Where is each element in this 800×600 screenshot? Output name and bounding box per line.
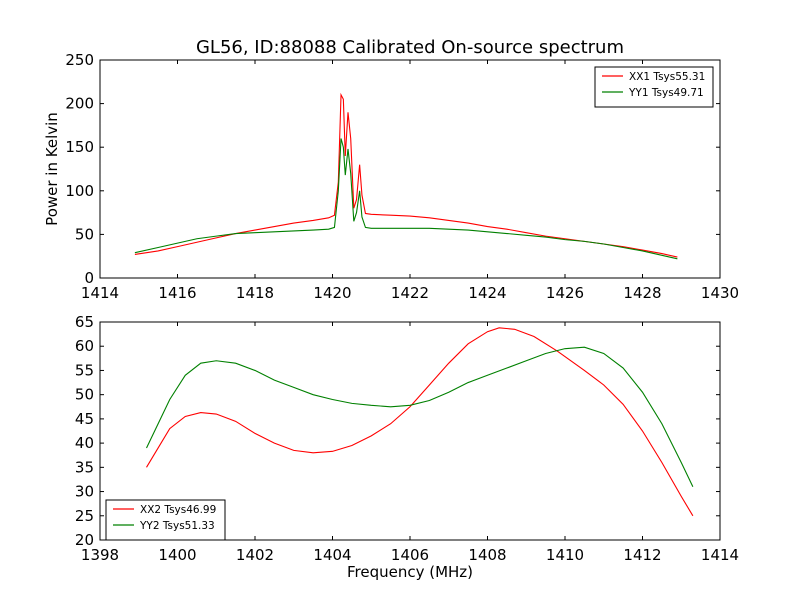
x-tick-label: 1416 (158, 284, 196, 302)
legend: XX2 Tsys46.99 YY2 Tsys51.33 (105, 499, 226, 541)
y-tick-label: 65 (75, 313, 94, 331)
legend-label: XX2 Tsys46.99 (140, 504, 216, 516)
x-tick-label: 1428 (623, 284, 661, 302)
y-tick-label: 50 (75, 386, 94, 404)
x-tick-label: 1400 (158, 546, 196, 564)
x-tick-label: 1408 (468, 546, 506, 564)
x-tick-label: 1410 (546, 546, 584, 564)
y-tick-label: 250 (65, 51, 94, 69)
y-tick-label: 50 (75, 225, 94, 243)
series-line-2 (134, 138, 678, 260)
legend-label: YY2 Tsys51.33 (139, 520, 215, 532)
x-tick-label: 1412 (623, 546, 661, 564)
y-tick-label: 40 (75, 434, 94, 452)
series-line-2 (146, 346, 694, 487)
chart-title: GL56, ID:88088 Calibrated On-source spec… (196, 37, 624, 58)
legend-box (105, 499, 226, 541)
legend: XX1 Tsys55.31 YY1 Tsys49.71 (594, 66, 714, 108)
x-tick-label: 1406 (391, 546, 429, 564)
series-line-1 (134, 92, 678, 258)
top-panel: 1414 1416 1418 1420 1422 1424 1426 1428 1430 0 50 1… (43, 51, 739, 302)
y-tick-label: 200 (65, 95, 94, 113)
series-line-1 (146, 327, 694, 517)
legend-label: XX1 Tsys55.31 (629, 71, 705, 83)
y-tick-label: 25 (75, 507, 94, 525)
x-tick-label: 1426 (546, 284, 584, 302)
x-axis-label: Frequency (MHz) (347, 563, 473, 581)
x-tick-label: 1430 (701, 284, 739, 302)
y-tick-label: 0 (84, 269, 94, 287)
y-tick-label: 60 (75, 337, 94, 355)
y-tick-label: 35 (75, 458, 94, 476)
x-tick-label: 1404 (313, 546, 351, 564)
x-tick-label: 1398 (81, 546, 119, 564)
x-tick-label: 1424 (468, 284, 506, 302)
y-tick-label: 100 (65, 182, 94, 200)
y-tick-label: 45 (75, 410, 94, 428)
legend-label: YY1 Tsys49.71 (628, 87, 704, 99)
y-tick-label: 150 (65, 138, 94, 156)
x-tick-label: 1402 (236, 546, 274, 564)
x-tick-label: 1414 (701, 546, 739, 564)
x-tick-label: 1418 (236, 284, 274, 302)
y-tick-label: 20 (75, 531, 94, 549)
x-tick-label: 1414 (81, 284, 119, 302)
y-axis-label: Power in Kelvin (43, 112, 61, 226)
x-tick-label: 1420 (313, 284, 351, 302)
x-tick-label: 1422 (391, 284, 429, 302)
y-tick-label: 55 (75, 361, 94, 379)
y-tick-label: 30 (75, 483, 94, 501)
legend-box (594, 66, 714, 108)
bottom-panel: 1398 1400 1402 1404 1406 1408 1410 1412 1414 20 25… (75, 313, 739, 581)
